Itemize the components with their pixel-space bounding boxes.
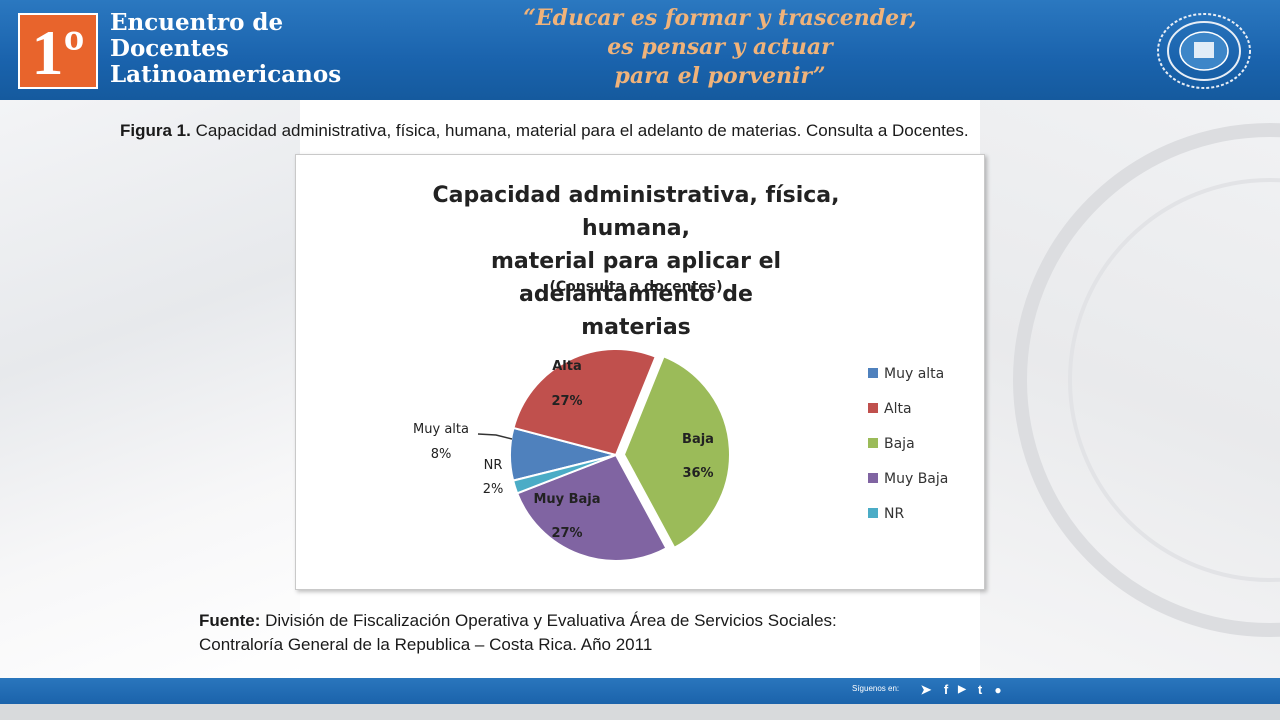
footer-bar: Síguenos en: ➤ f ▶ t ● (0, 678, 1280, 704)
source-note: Fuente: División de Fiscalización Operat… (199, 609, 1099, 657)
slice-name-label: Muy Baja (533, 492, 600, 507)
pie-slice-nr (511, 454, 617, 495)
legend-swatch (868, 403, 878, 413)
chart-title-line: material para aplicar el adelantamiento … (490, 249, 782, 307)
youtube-icon[interactable]: ▶ (958, 684, 966, 695)
legend-entry: NR (884, 506, 904, 522)
caption-label: Figura 1. (120, 121, 191, 140)
event-title-line: Encuentro de (110, 9, 284, 36)
tuenti-icon[interactable]: t (977, 682, 983, 697)
legend-swatch (868, 438, 878, 448)
legend-entry: Muy alta (884, 366, 944, 382)
source-text-1: División de Fiscalización Operativa y Ev… (260, 611, 837, 630)
motto-line: es pensar y actuar (607, 34, 833, 60)
slice-name-label: Baja (682, 432, 714, 447)
source-line-1: Fuente: División de Fiscalización Operat… (199, 609, 1099, 633)
chart-title-line: materias (581, 315, 691, 340)
event-title-line: Latinoamericanos (110, 61, 342, 88)
legend-entry: Baja (884, 436, 915, 452)
slice-value-label: 8% (431, 447, 452, 462)
slice-value-label: 27% (551, 394, 582, 409)
source-line-2: Contraloría General de la Republica – Co… (199, 635, 653, 654)
legend-entry: Muy Baja (884, 471, 948, 487)
pie-chart: Muy alta 8% Alta 27% Baja 36% Muy Baja 27% NR 2% M… (413, 348, 948, 562)
motto-line: “Educar es formar y trascender, (523, 5, 917, 31)
slice-value-label: 36% (682, 466, 713, 481)
legend-swatch (868, 368, 878, 378)
slice-value-label: 27% (551, 526, 582, 541)
legend-swatch (868, 473, 878, 483)
chart-container: Capacidad administrativa, física, humana… (295, 154, 985, 590)
event-title: Encuentro de Docentes Latinoamericanos (110, 10, 370, 88)
twitter-icon[interactable]: ➤ (920, 682, 932, 697)
event-title-line: Docentes (110, 35, 229, 62)
figure-caption: Figura 1. Capacidad administrativa, físi… (120, 121, 1220, 141)
pie-slice-alta (512, 348, 658, 457)
chart-title: Capacidad administrativa, física, humana… (396, 179, 876, 344)
slice-name-label: Muy alta (413, 422, 469, 437)
footer-bottom-strip (0, 704, 1280, 720)
caption-text: Capacidad administrativa, física, humana… (190, 121, 969, 140)
facebook-icon[interactable]: f (943, 682, 949, 697)
slice-name-label: NR (484, 458, 503, 473)
background-left (0, 100, 300, 680)
motto-line: para el porvenir” (614, 63, 826, 89)
university-seal-icon (1157, 13, 1251, 89)
background-watermark (980, 100, 1280, 680)
pie-slice-baja (622, 354, 731, 550)
legend-swatch (868, 508, 878, 518)
slice-value-label: 2% (483, 482, 504, 497)
leader-line (477, 433, 513, 440)
chart-subtitle: (Consulta a docentes) (549, 279, 723, 295)
legend-entry: Alta (884, 401, 912, 417)
follow-us-label: Síguenos en: (852, 684, 900, 693)
slice-name-label: Alta (552, 359, 582, 374)
event-logo: 1º (18, 13, 98, 89)
source-label: Fuente: (199, 611, 261, 630)
header-banner: 1º Encuentro de Docentes Latinoamericano… (0, 0, 1280, 100)
chart-title-line: Capacidad administrativa, física, humana… (432, 183, 840, 241)
blog-icon[interactable]: ● (994, 683, 1002, 697)
pie-slice-muy-baja (515, 453, 668, 562)
motto: “Educar es formar y trascender, es pensa… (480, 4, 960, 91)
